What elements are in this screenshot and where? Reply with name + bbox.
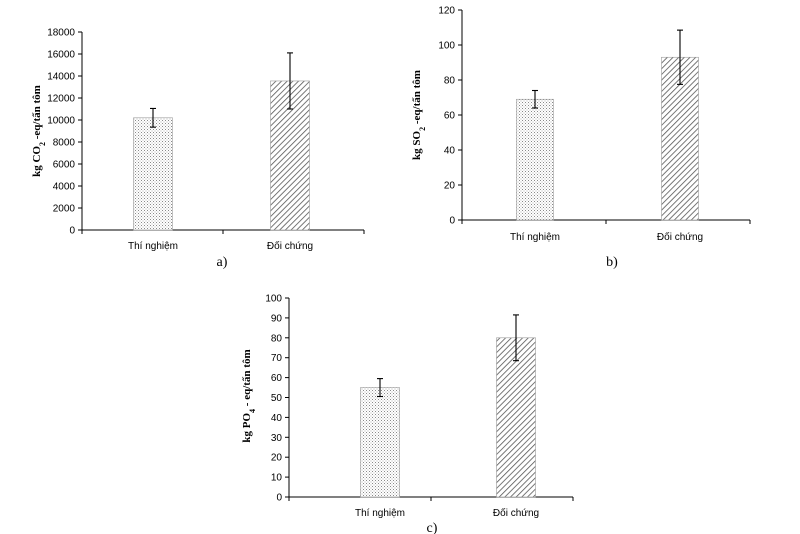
panel-label: b) <box>606 255 618 270</box>
y-tick-label: 6000 <box>53 160 76 171</box>
category-label: Thí nghiệm <box>355 508 405 519</box>
bar-thi-nghiem <box>516 98 554 221</box>
y-tick-label: 80 <box>271 333 283 344</box>
y-tick-label: 40 <box>271 413 283 424</box>
chart-panel-a: 0 2000 4000 6000 8000 10000 12000 14000 16000 180… <box>31 28 365 270</box>
y-axis-label: kg SO2 -eq/tấn tôm <box>411 70 427 160</box>
category-label: Thí nghiệm <box>128 241 178 252</box>
y-tick-label: 10000 <box>47 116 75 127</box>
y-tick-label: 0 <box>449 216 455 227</box>
bar-thi-nghiem <box>360 387 400 498</box>
bar-thi-nghiem <box>133 117 173 231</box>
y-tick-label: 60 <box>444 111 456 122</box>
y-tick-label: 60 <box>271 373 283 384</box>
chart-panel-c: 0 10 20 30 40 50 60 70 80 90 100 Thí nghiệm Đối chứn… <box>241 294 574 534</box>
y-tick-label: 50 <box>271 393 283 404</box>
y-tick-label: 40 <box>444 146 456 157</box>
y-tick-label: 100 <box>265 294 282 305</box>
category-label: Đối chứng <box>657 231 703 243</box>
y-tick-label: 14000 <box>47 72 75 83</box>
y-tick-label: 0 <box>69 226 75 237</box>
y-tick-label: 16000 <box>47 50 75 61</box>
category-label: Thí nghiệm <box>510 232 560 243</box>
y-tick-label: 12000 <box>47 94 75 105</box>
y-axis-label: kg PO4 - eq/tấn tôm <box>241 349 257 442</box>
y-tick-label: 4000 <box>53 182 76 193</box>
y-tick-label: 8000 <box>53 138 76 149</box>
y-tick-label: 90 <box>271 313 283 324</box>
y-tick-label: 20 <box>271 453 283 464</box>
category-label: Đối chứng <box>493 507 539 519</box>
category-label: Đối chứng <box>267 240 313 252</box>
y-tick-label: 18000 <box>47 28 75 39</box>
y-tick-label: 70 <box>271 353 283 364</box>
y-tick-label: 30 <box>271 433 283 444</box>
bar-doi-chung <box>496 337 536 498</box>
y-tick-label: 120 <box>438 6 455 17</box>
y-tick-label: 0 <box>276 493 282 504</box>
y-tick-label: 20 <box>444 181 456 192</box>
y-axis-label: kg CO2 -eq/tấn tôm <box>31 85 47 177</box>
y-tick-label: 10 <box>271 473 283 484</box>
chart-panel-b: 0 20 40 60 80 100 120 Thí nghiệm Đối chứng kg SO2… <box>411 6 751 270</box>
y-tick-label: 80 <box>444 76 456 87</box>
y-tick-label: 100 <box>438 41 455 52</box>
panel-label: a) <box>217 255 228 270</box>
panel-label: c) <box>427 521 438 534</box>
y-tick-label: 2000 <box>53 204 76 215</box>
